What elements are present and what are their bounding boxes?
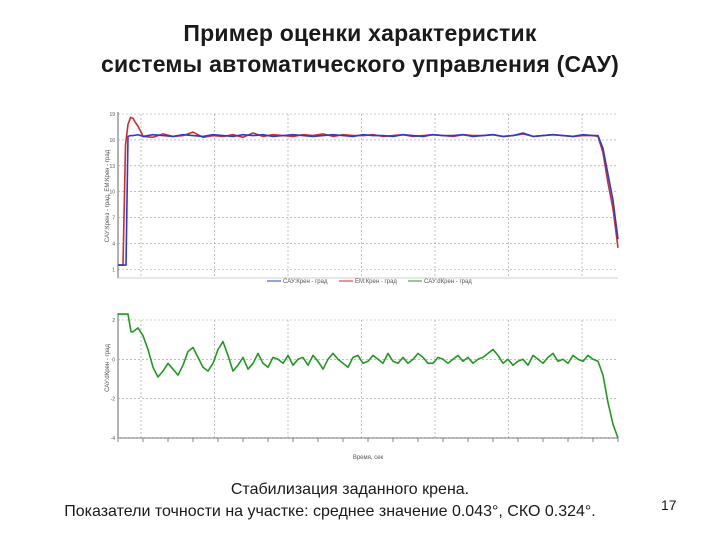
- y-tick-label: 2: [112, 318, 115, 324]
- bottom-plot-x-label: Время, сек: [353, 455, 384, 461]
- chart-legend: САУ:Крен - град ЕМ:Крен - град САУ:dКрен…: [267, 279, 472, 285]
- top-plot-series: [118, 116, 619, 266]
- bottom-plot-series: [118, 313, 619, 439]
- slide-title-line-1: Пример оценки характеристик: [183, 20, 537, 46]
- top-plot-y-ticks: 1 4 7 10 13 16 19: [109, 112, 115, 273]
- legend-label-sau: САУ:Крен - град: [283, 279, 328, 285]
- caption-line-2: Показатели точности на участке: среднее …: [64, 503, 596, 520]
- y-tick-label: 19: [109, 112, 115, 118]
- page-number: 17: [661, 497, 677, 513]
- legend-label-em: ЕМ:Крен - град: [355, 279, 397, 285]
- chart-figure: 1 4 7 10 13 16 19 САУ:Кренз - град, ЕМ:Крен - …: [96, 108, 626, 473]
- y-tick-label: 4: [112, 241, 115, 247]
- bottom-plot-y-label: САУ:dКрен - град: [105, 344, 111, 392]
- y-tick-label: -4: [111, 436, 116, 442]
- slide-title-line-2: системы автоматического управления (САУ): [100, 51, 620, 77]
- series-line-dgamma: [118, 313, 619, 439]
- y-tick-label: 10: [109, 190, 115, 196]
- y-tick-label: 13: [109, 164, 115, 170]
- top-plot-y-label: САУ:Кренз - град, ЕМ:Крен - град: [105, 149, 111, 242]
- bottom-plot-y-ticks: -4 -2 0 2: [111, 318, 116, 442]
- chart-background: [96, 108, 626, 473]
- y-tick-label: 7: [112, 216, 115, 222]
- y-tick-label: 0: [112, 357, 115, 363]
- bottom-plot-x-ticks: [117, 438, 619, 442]
- slide-title: Пример оценки характеристик системы авто…: [0, 18, 720, 80]
- caption-line-1: Стабилизация заданного крена.: [230, 481, 470, 498]
- y-tick-label: -2: [111, 397, 116, 403]
- legend-label-dgamma: САУ:dКрен - град: [424, 279, 472, 285]
- y-tick-label: 16: [109, 138, 115, 144]
- series-line-sau: [118, 132, 619, 266]
- top-plot-grid: [118, 113, 618, 278]
- y-tick-label: 1: [112, 267, 115, 273]
